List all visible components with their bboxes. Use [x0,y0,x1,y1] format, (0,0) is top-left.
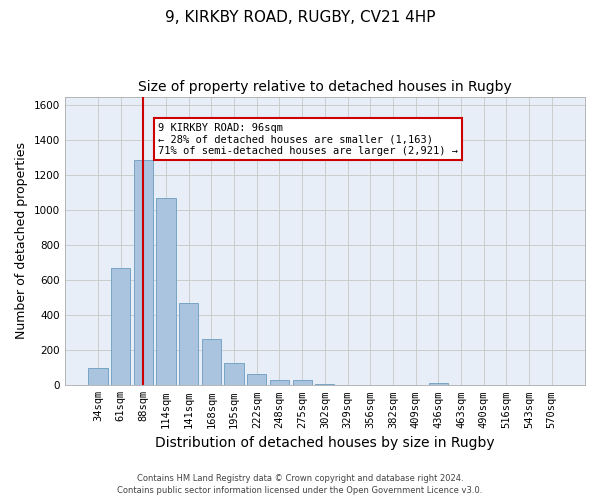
Text: 9 KIRKBY ROAD: 96sqm
← 28% of detached houses are smaller (1,163)
71% of semi-de: 9 KIRKBY ROAD: 96sqm ← 28% of detached h… [158,122,458,156]
Bar [111,268,130,386]
Bar [428,383,448,386]
Bar [134,160,153,386]
Bar [247,374,266,386]
X-axis label: Distribution of detached houses by size in Rugby: Distribution of detached houses by size … [155,436,494,450]
Y-axis label: Number of detached properties: Number of detached properties [15,142,28,340]
Bar [202,339,221,386]
Bar [224,363,244,386]
Title: Size of property relative to detached houses in Rugby: Size of property relative to detached ho… [138,80,512,94]
Bar [88,368,107,386]
Bar [315,384,334,386]
Bar [179,304,199,386]
Text: 9, KIRKBY ROAD, RUGBY, CV21 4HP: 9, KIRKBY ROAD, RUGBY, CV21 4HP [165,10,435,25]
Text: Contains HM Land Registry data © Crown copyright and database right 2024.
Contai: Contains HM Land Registry data © Crown c… [118,474,482,495]
Bar [270,380,289,386]
Bar [157,198,176,386]
Bar [293,380,312,386]
